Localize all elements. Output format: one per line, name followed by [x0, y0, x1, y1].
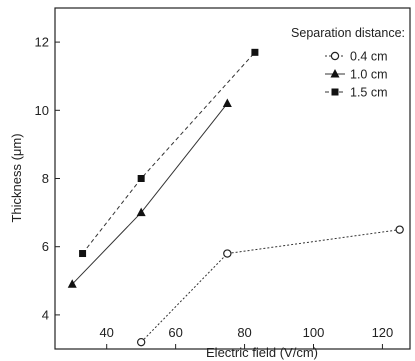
data-point-0-4-cm [136, 337, 146, 347]
legend-marker-1-0-cm [330, 69, 340, 78]
data-point-0-4-cm [395, 225, 404, 234]
legend-label-1-5-cm: 1.5 cm [350, 86, 388, 100]
x-tick-label: 40 [99, 325, 113, 340]
y-axis-label: Thickness (μm) [9, 133, 24, 222]
data-point-1-0-cm [222, 98, 232, 107]
legend: Separation distance: 0.4 cm 1.0 cm 1.5 cm [291, 26, 405, 100]
data-point-1-0-cm [136, 207, 146, 217]
y-tick-label: 6 [42, 239, 49, 254]
legend-title: Separation distance: [291, 26, 405, 40]
x-tick-label: 80 [237, 325, 251, 340]
legend-label-0-4-cm: 0.4 cm [350, 50, 388, 64]
data-point-1-0-cm [67, 279, 77, 288]
y-tick-label: 10 [35, 103, 49, 118]
series-line-0-4-cm [140, 229, 400, 343]
x-axis-label: Electric field (V/cm) [206, 345, 318, 360]
series-line-1-0-cm [71, 103, 228, 285]
x-tick-label: 100 [303, 325, 325, 340]
y-tick-label: 4 [42, 307, 49, 322]
legend-marker-1-5-cm [331, 88, 339, 96]
data-point-1-5-cm [251, 48, 259, 56]
legend-label-1-0-cm: 1.0 cm [350, 68, 388, 82]
data-point-1-5-cm [79, 250, 87, 258]
y-tick-label: 8 [42, 171, 49, 186]
x-tick-label: 60 [168, 325, 182, 340]
axis-ticks: 40 60 80 100 120 4 6 8 10 12 [35, 35, 394, 349]
series-markers [67, 48, 404, 347]
data-point-1-5-cm [137, 175, 145, 182]
y-tick-label: 12 [35, 35, 49, 50]
x-tick-label: 120 [372, 325, 394, 340]
data-point-0-4-cm [223, 249, 232, 258]
series-line-1-5-cm [82, 51, 256, 254]
legend-marker-0-4-cm [330, 51, 340, 61]
